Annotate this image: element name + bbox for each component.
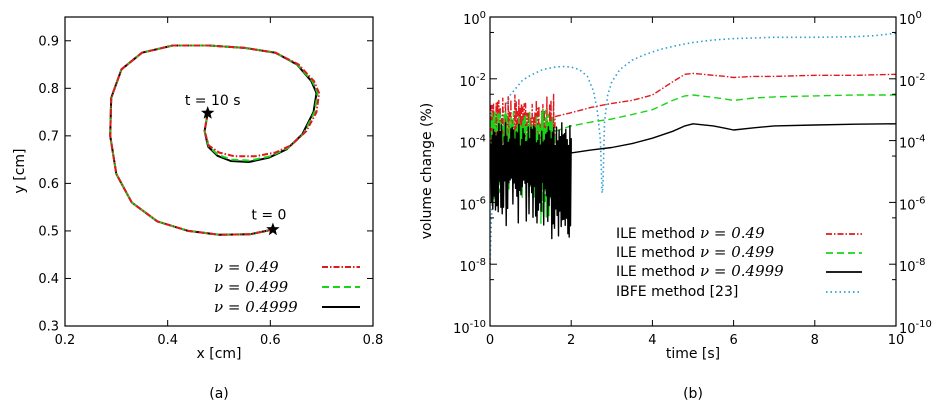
panel-a-star-marker-0 [201,106,215,119]
panel-b-frame [489,16,897,327]
panel-b-xtick-label-1: 2 [567,333,575,348]
legend-b-background [610,224,860,308]
legend-b-2-text: ILE method [616,264,695,280]
legend-b-2-math: ν = 0.4999 [700,262,784,280]
legend-b-0-text: ILE method [616,226,695,242]
panel-a-ytick-label-3: 0.6 [38,177,59,192]
legend-b-3-text: IBFE method [23] [616,284,738,300]
panel-a-star-marker-1 [266,222,280,236]
panel-a-ytick-label-4: 0.7 [38,129,59,144]
legend-a-0-label: ν = 0.49 [214,258,279,276]
panel-b-right-ytick-label-1: 10-2 [899,72,926,90]
panel-a-ticks: 0.2 0.4 0.6 0.8 0.3 0.4 0.5 0.6 0.7 0.8 0.9 [38,17,383,348]
legend-b-1-text: ILE method [616,245,695,261]
panel-a-ytick-label-6: 0.9 [38,34,59,49]
panel-a-ytick-label-5: 0.8 [38,82,59,97]
legend-a-2-label: ν = 0.4999 [214,298,298,316]
panel-a-xtick-label-1: 0.4 [157,333,178,348]
panel-a-xtick-label-2: 0.6 [260,333,281,348]
panel-a-ytick-label-1: 0.4 [38,272,59,287]
panel-a-frame [64,16,374,327]
panel-a-xlabel: x [cm] [197,346,242,362]
panel-b: 0 2 4 6 8 10 100 10-2 10-4 10-6 10-8 10-10 100 10-2 10… [419,10,932,402]
panel-b-xtick-label-0: 0 [486,333,494,348]
panel-a-label: (a) [209,386,229,402]
panel-b-ytick-label-4: 10-8 [459,257,486,275]
panel-a-ytick-label-2: 0.5 [38,224,59,239]
annotation-t10: t = 10 s [185,93,241,109]
panel-a-legend: ν = 0.49 ν = 0.499 ν = 0.4999 [214,258,360,316]
panel-b-ylabel: volume change (%) [419,103,435,240]
panel-b-ytick-label-5: 10-10 [453,319,486,337]
panel-b-xlabel: time [s] [666,346,720,362]
panel-b-series-3-line [489,32,897,265]
panel-b-curves [489,32,897,265]
panel-b-series-2-line [490,122,897,240]
panel-a-ytick-label-0: 0.3 [38,320,59,335]
panel-b-ytick-label-0: 100 [463,10,486,28]
panel-b-right-ytick-label-0: 100 [899,10,922,28]
panel-b-ytick-label-2: 10-4 [459,134,486,152]
panel-b-right-ytick-label-3: 10-6 [899,195,926,213]
panel-a-xtick-label-0: 0.2 [55,333,76,348]
legend-b-1-math: ν = 0.499 [700,243,775,261]
panel-b-xtick-label-3: 6 [729,333,737,348]
panel-b-xtick-label-2: 4 [648,333,656,348]
panel-a: 0.2 0.4 0.6 0.8 0.3 0.4 0.5 0.6 0.7 0.8 0.9 t = 10… [12,16,383,402]
legend-b-0-math: ν = 0.49 [700,224,765,242]
panel-b-xtick-label-4: 8 [811,333,819,348]
panel-a-xtick-label-3: 0.8 [363,333,384,348]
legend-a-1-label: ν = 0.499 [214,278,289,296]
panel-b-right-ytick-label-4: 10-8 [899,257,926,275]
panel-b-xtick-label-5: 10 [888,333,905,348]
annotation-t0: t = 0 [251,207,286,223]
panel-b-ytick-label-1: 10-2 [459,72,486,90]
panel-a-curves [109,44,321,236]
panel-b-right-ytick-label-5: 10-10 [899,319,932,337]
panel-b-ticks: 0 2 4 6 8 10 100 10-2 10-4 10-6 10-8 10-10 100 10-2 10… [453,10,932,348]
panel-b-right-ytick-label-2: 10-4 [899,134,926,152]
panel-b-legend: ILE method ν = 0.49 ILE method ν = 0.499… [610,224,862,308]
panel-b-label: (b) [683,386,703,402]
panel-a-ylabel: y [cm] [12,149,28,194]
panel-b-ytick-label-3: 10-6 [459,195,486,213]
panel-a-markers [201,106,280,236]
panel-a-series-0-line [109,44,321,236]
